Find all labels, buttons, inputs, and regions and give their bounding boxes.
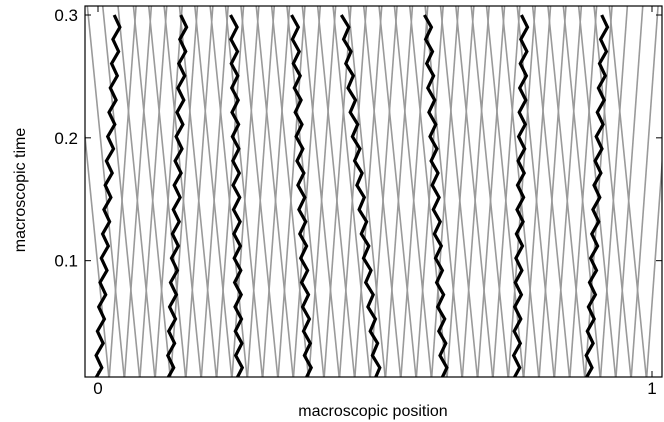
particle-line-right	[599, 6, 629, 377]
particle-line-left	[132, 6, 172, 377]
particle-line-right	[292, 6, 322, 377]
particle-line-left	[347, 6, 386, 377]
tagged-trajectory-7	[511, 14, 530, 377]
x-tick-label: 1	[647, 379, 656, 398]
particle-line-left	[316, 6, 356, 377]
particle-line-left	[86, 6, 125, 377]
particle-line-left	[270, 6, 310, 377]
particle-line-right	[430, 6, 460, 377]
particle-line-right	[415, 6, 444, 377]
particle-line-right	[123, 6, 153, 377]
particle-line-left	[531, 6, 571, 377]
particle-line-left	[301, 6, 340, 377]
particle-line-right	[354, 6, 383, 377]
tagged-particle-trajectories	[94, 14, 610, 377]
particle-line-left	[101, 6, 141, 377]
particle-line-right	[476, 6, 506, 377]
plot-frame	[84, 5, 663, 378]
y-tick-label: 0.3	[54, 6, 78, 25]
particle-line-right	[108, 6, 137, 377]
x-tick-label: 0	[93, 379, 102, 398]
particle-line-left	[194, 6, 233, 377]
particle-line-left	[378, 6, 417, 377]
particle-line-right	[522, 6, 552, 377]
tagged-trajectory-4	[290, 14, 314, 377]
particle-line-right	[400, 6, 429, 377]
particle-line-left	[255, 6, 294, 377]
particle-line-right	[630, 6, 659, 377]
particle-line-right	[231, 6, 260, 377]
particle-line-right	[185, 6, 214, 377]
particle-line-left	[240, 6, 279, 377]
particle-line-right	[200, 6, 229, 377]
particle-line-left	[147, 6, 187, 377]
particle-line-right	[261, 6, 291, 377]
y-axis-label: macroscopic time	[12, 128, 29, 253]
particle-line-left	[424, 6, 463, 377]
particle-line-left	[608, 6, 648, 377]
particle-line-left	[455, 6, 494, 377]
tagged-trajectory-6	[423, 14, 449, 377]
particle-line-right	[246, 6, 276, 377]
particle-line-right	[584, 6, 613, 377]
particle-line-left	[408, 6, 448, 377]
particle-line-left	[516, 6, 555, 377]
tagged-trajectory-1	[94, 14, 122, 377]
particle-line-left	[362, 6, 402, 377]
tagged-trajectory-2	[165, 14, 189, 377]
particle-line-right	[154, 6, 183, 377]
particle-line-left	[470, 6, 509, 377]
particle-line-left	[485, 6, 525, 377]
x-axis-label: macroscopic position	[298, 403, 447, 420]
particle-line-left	[547, 6, 586, 377]
particle-line-right	[384, 6, 414, 377]
tagged-trajectory-8	[584, 14, 610, 377]
particle-line-right	[338, 6, 368, 377]
particle-line-right	[139, 6, 168, 377]
particle-line-right	[569, 6, 598, 377]
particle-line-left	[332, 6, 371, 377]
particle-line-right	[615, 6, 644, 377]
particle-line-right	[538, 6, 567, 377]
axis-ticks: 0 1 0.1 0.2 0.3	[54, 6, 662, 398]
particle-line-left	[393, 6, 433, 377]
particle-line-left	[178, 6, 218, 377]
tagged-trajectory-5	[339, 14, 382, 377]
particle-line-right	[277, 6, 306, 377]
tagged-trajectory-3	[229, 14, 245, 377]
particle-line-right	[492, 6, 521, 377]
y-tick-label: 0.1	[54, 252, 78, 271]
particle-line-right	[645, 153, 662, 377]
particle-line-right	[446, 6, 475, 377]
particle-line-left	[117, 6, 156, 377]
particle-line-right	[461, 6, 490, 377]
particle-line-left	[163, 6, 202, 377]
y-tick-label: 0.2	[54, 129, 78, 148]
particle-line-right	[308, 6, 337, 377]
particle-line-right	[553, 6, 583, 377]
particle-line-right	[215, 6, 245, 377]
particle-line-left	[439, 6, 479, 377]
